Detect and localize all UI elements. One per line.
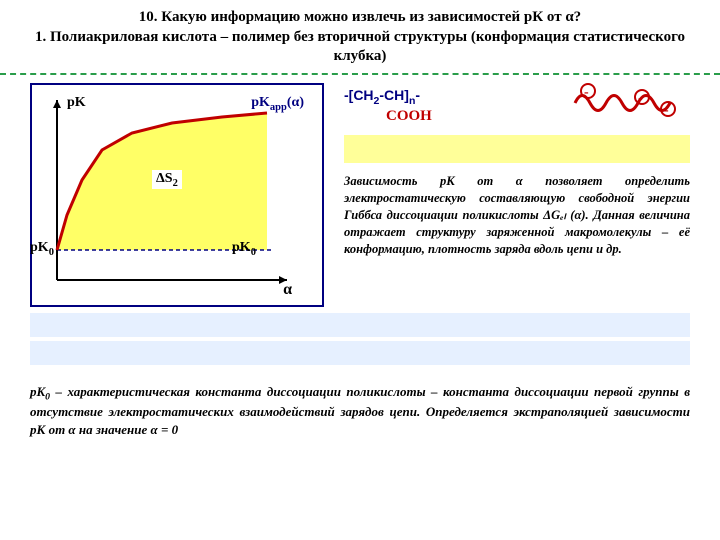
- svg-text:-: -: [638, 91, 643, 106]
- right-column: -[CH2-CH]n- COOH - - - Зависимость рК от…: [344, 83, 690, 307]
- explanation-text: Зависимость рК от α позволяет определить…: [344, 173, 690, 257]
- bottom-definition: pK0 – характеристическая константа диссо…: [0, 375, 720, 447]
- pk0-right-label: pK0: [232, 240, 256, 258]
- pk0-left-label: pK0: [30, 240, 54, 258]
- yellow-highlight-strip: [344, 135, 690, 163]
- pkapp-label: pKapp(α): [251, 95, 304, 113]
- blue-strips: [0, 307, 720, 375]
- polymer-coil-icon: - - -: [570, 83, 680, 133]
- alpha-axis-label: α: [283, 281, 292, 299]
- blue-strip-2: [30, 341, 690, 365]
- green-divider: [0, 73, 720, 75]
- title-block: 10. Какую информацию можно извлечь из за…: [0, 0, 720, 71]
- title-line-2: 1. Полиакриловая кислота – полимер без в…: [20, 28, 700, 67]
- content-row: pK pKapp(α) ΔS2 pK0 pK0 α -[CH2-CH]n- CO…: [0, 83, 720, 307]
- blue-strip-1: [30, 313, 690, 337]
- pk-axis-label: pK: [67, 95, 86, 111]
- chart-svg: [32, 85, 322, 305]
- svg-text:-: -: [664, 103, 669, 118]
- svg-text:-: -: [584, 85, 589, 100]
- delta-s-label: ΔS2: [152, 170, 182, 190]
- title-line-1: 10. Какую информацию можно извлечь из за…: [20, 8, 700, 28]
- pk-alpha-chart: pK pKapp(α) ΔS2 pK0 pK0 α: [30, 83, 324, 307]
